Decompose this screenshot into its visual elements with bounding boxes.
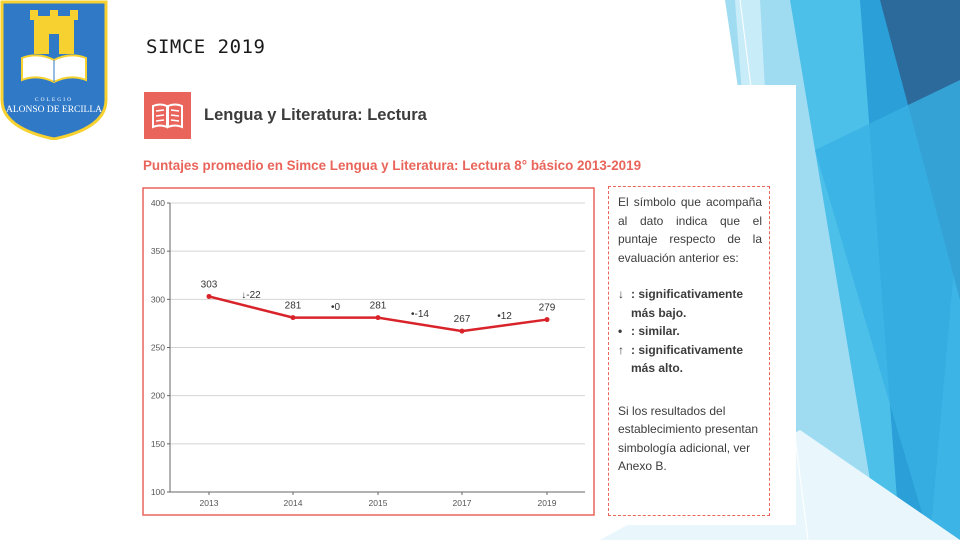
y-tick-label: 150 (151, 439, 165, 449)
change-label: •0 (331, 302, 341, 313)
data-point (459, 328, 465, 334)
y-tick-label: 300 (151, 294, 165, 304)
arrow-down-icon: ↓ (618, 287, 624, 301)
legend-item-similar: • : similar. (618, 322, 762, 341)
y-tick-label: 400 (151, 198, 165, 208)
change-label: •-14 (411, 309, 429, 320)
crest-line1: COLEGIO (35, 97, 73, 103)
chart-frame (142, 187, 595, 516)
change-label: ↓-22 (241, 290, 261, 301)
y-tick-label: 200 (151, 391, 165, 401)
x-tick-label: 2013 (200, 498, 219, 508)
open-book-icon (144, 92, 191, 139)
legend-item-text: : similar. (631, 324, 680, 338)
chart-series (206, 293, 550, 334)
x-tick-label: 2017 (453, 498, 472, 508)
x-tick-label: 2014 (284, 498, 303, 508)
crest-line2: ALONSO DE ERCILLA (6, 105, 102, 115)
section-title: Lengua y Literatura: Lectura (204, 106, 427, 124)
y-tick-label: 350 (151, 246, 165, 256)
arrow-up-icon: ↑ (618, 342, 624, 357)
dot-icon: • (618, 324, 623, 338)
x-tick-label: 2015 (369, 498, 388, 508)
data-point (290, 315, 296, 321)
data-label: 281 (370, 301, 387, 312)
data-label: 303 (201, 279, 218, 290)
legend-item-text: : significativamente más alto. (631, 342, 744, 376)
legend-item-higher: ↑ : significativamente más alto. (618, 341, 762, 378)
legend-list: ↓ : significativamente más bajo. • : sim… (618, 285, 762, 378)
y-tick-label: 100 (151, 487, 165, 497)
symbol-legend-note: El símbolo que acompaña al dato indica q… (608, 186, 770, 516)
data-label: 281 (285, 301, 302, 312)
note-intro: El símbolo que acompaña al dato indica q… (618, 195, 762, 265)
school-crest-logo: COLEGIO ALONSO DE ERCILLA (0, 0, 108, 140)
data-point (544, 317, 550, 323)
data-point (375, 315, 381, 321)
line-chart: 400 350 300 250 200 150 100 2013 2014 2015 2017 201… (142, 187, 595, 516)
x-tick-label: 2019 (538, 498, 557, 508)
chart-labels: 400 350 300 250 200 150 100 2013 2014 2015 2017 201… (151, 198, 557, 508)
note-extra: Si los resultados del establecimiento pr… (618, 403, 759, 474)
legend-item-lower: ↓ : significativamente más bajo. (618, 285, 762, 322)
legend-item-text: : significativamente más bajo. (631, 287, 744, 320)
data-point (206, 293, 212, 299)
data-label: 279 (539, 303, 556, 314)
chart-axes (167, 202, 585, 495)
y-tick-label: 250 (151, 343, 165, 353)
data-label: 267 (454, 314, 471, 325)
chart-title: Puntajes promedio en Simce Lengua y Lite… (143, 158, 642, 173)
change-label: •12 (497, 311, 512, 322)
slide-title: SIMCE 2019 (146, 36, 266, 58)
